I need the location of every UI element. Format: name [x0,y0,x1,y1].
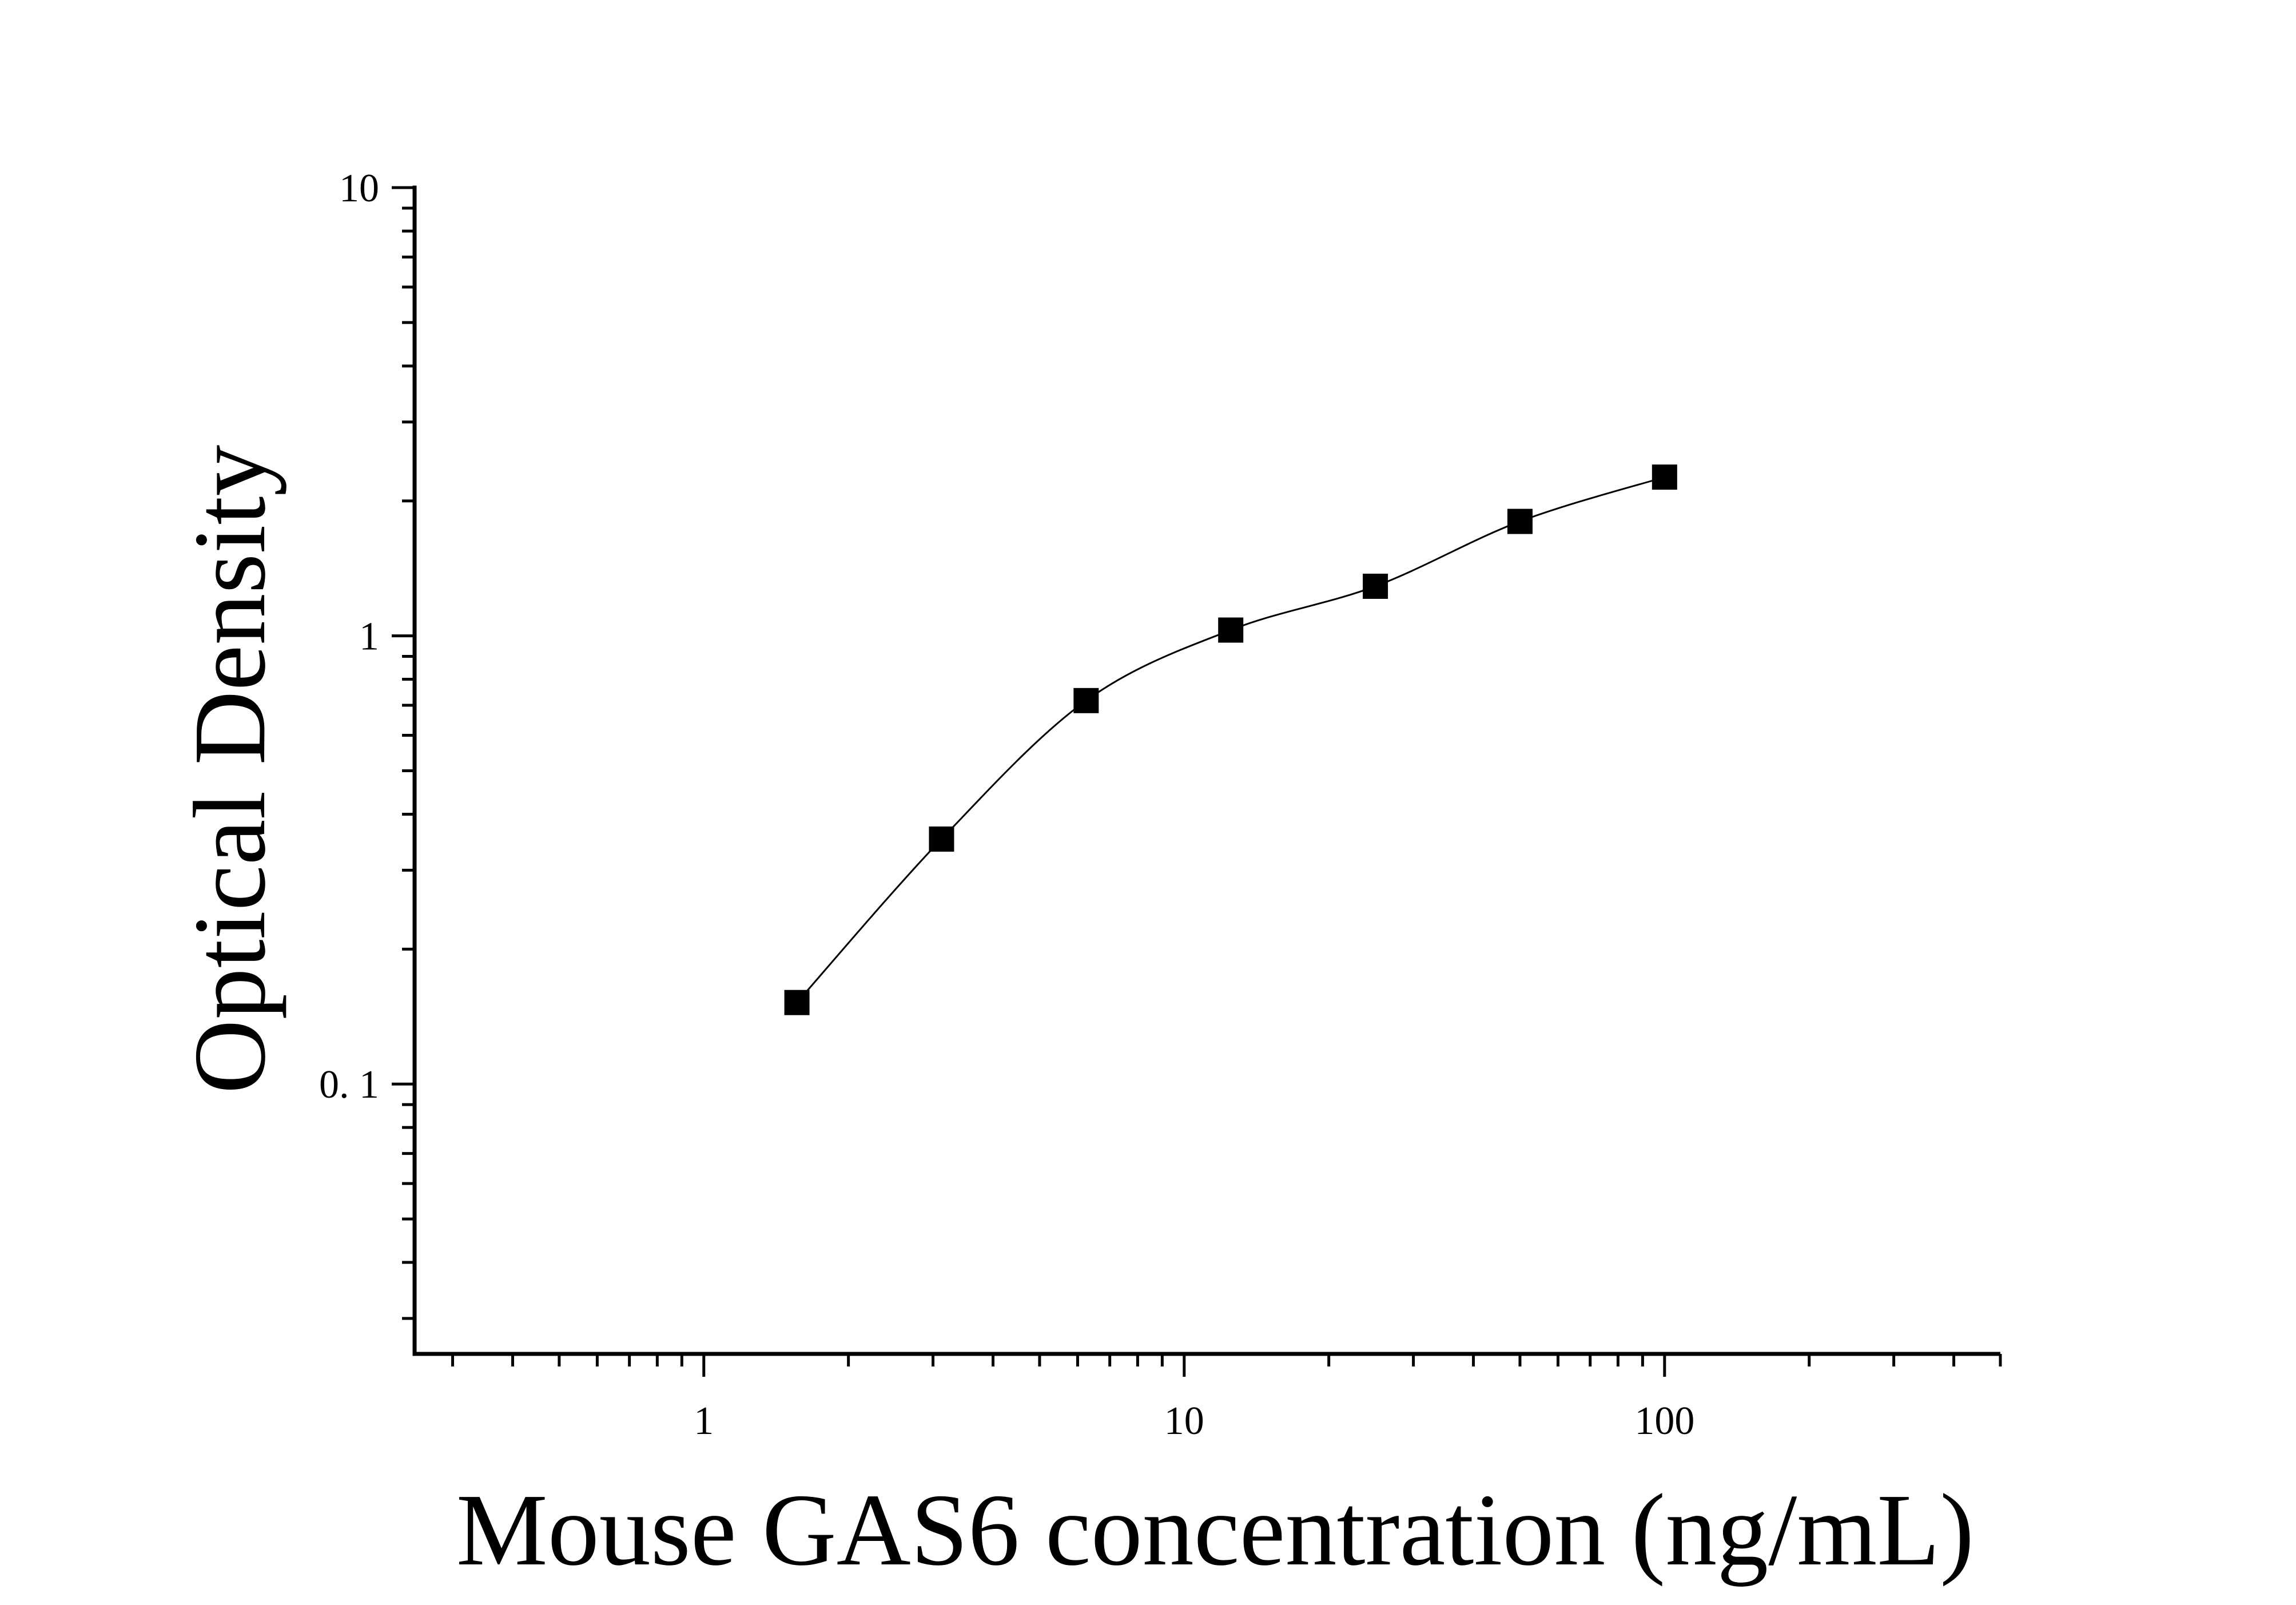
data-point [1073,688,1099,713]
y-axis-title: Optical Density [173,445,286,1094]
data-points [784,464,1677,1015]
y-tick-label: 10 [339,166,379,210]
y-tick-label: 1 [359,615,379,659]
data-point [1507,508,1533,534]
data-point [1652,464,1677,490]
x-tick-label: 1 [694,1399,714,1443]
x-tick-label: 10 [1164,1399,1204,1443]
data-point [784,990,810,1015]
axes [392,185,2002,1377]
data-point [929,826,954,852]
tick-labels: 1 10 100 0. 1 1 10 [319,166,1694,1443]
x-axis-title: Mouse GAS6 concentration (ng/mL) [456,1473,1974,1587]
data-point [1363,573,1388,599]
x-tick-label: 100 [1634,1399,1694,1443]
data-point [1218,617,1244,643]
y-tick-label: 0. 1 [319,1063,379,1107]
